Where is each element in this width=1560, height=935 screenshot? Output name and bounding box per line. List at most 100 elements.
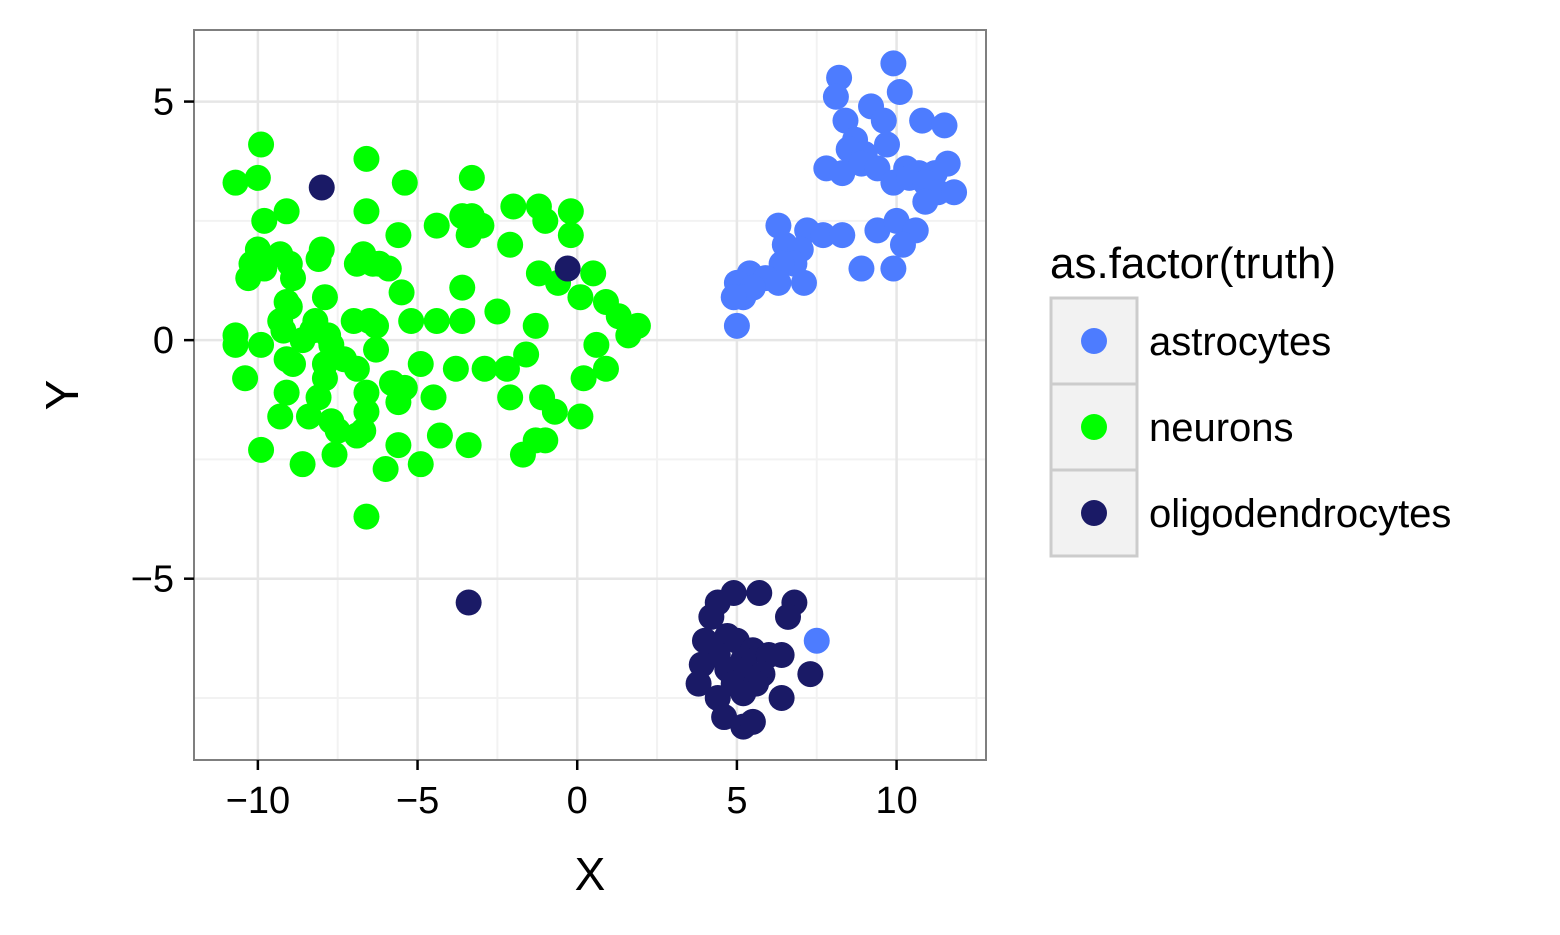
data-point-neurons bbox=[235, 265, 262, 292]
data-point-neurons bbox=[497, 384, 524, 411]
data-point-astrocytes bbox=[886, 79, 913, 106]
x-tick-label: −10 bbox=[226, 780, 290, 822]
data-point-neurons bbox=[497, 231, 524, 258]
x-tick-label: 10 bbox=[875, 780, 917, 822]
data-point-neurons bbox=[366, 250, 393, 277]
data-point-neurons bbox=[273, 198, 300, 225]
data-point-neurons bbox=[232, 365, 259, 392]
data-point-neurons bbox=[372, 455, 399, 482]
data-point-neurons bbox=[353, 398, 380, 425]
data-point-oligodendrocytes bbox=[685, 670, 712, 697]
data-point-astrocytes bbox=[829, 160, 856, 187]
data-point-neurons bbox=[567, 284, 594, 311]
data-point-astrocytes bbox=[889, 231, 916, 258]
y-tick-label: 5 bbox=[153, 82, 174, 124]
data-point-neurons bbox=[280, 265, 306, 292]
data-point-oligodendrocytes bbox=[768, 642, 795, 669]
data-point-astrocytes bbox=[880, 50, 907, 77]
data-point-neurons bbox=[222, 169, 249, 196]
data-point-neurons bbox=[273, 379, 300, 406]
data-point-astrocytes bbox=[848, 255, 875, 282]
data-point-neurons bbox=[426, 422, 453, 449]
data-point-neurons bbox=[407, 350, 434, 377]
data-point-neurons bbox=[500, 193, 527, 220]
data-point-neurons bbox=[244, 164, 271, 191]
data-point-neurons bbox=[289, 451, 316, 478]
data-point-astrocytes bbox=[826, 64, 853, 91]
data-point-oligodendrocytes bbox=[554, 255, 581, 282]
data-point-astrocytes bbox=[864, 217, 891, 244]
x-tick-label: −5 bbox=[396, 780, 439, 822]
data-point-astrocytes bbox=[765, 269, 792, 296]
data-point-oligodendrocytes bbox=[746, 580, 773, 607]
data-point-neurons bbox=[385, 222, 412, 249]
plot-border bbox=[193, 29, 987, 761]
data-point-neurons bbox=[385, 389, 412, 416]
data-point-neurons bbox=[615, 322, 642, 349]
data-point-neurons bbox=[343, 355, 370, 382]
data-point-neurons bbox=[522, 427, 549, 454]
x-axis-title: X bbox=[575, 848, 606, 900]
data-point-astrocytes bbox=[723, 312, 750, 339]
data-point-neurons bbox=[398, 308, 425, 335]
data-point-astrocytes bbox=[810, 222, 837, 249]
data-point-neurons bbox=[471, 355, 498, 382]
x-tick-label: 0 bbox=[567, 780, 588, 822]
data-point-neurons bbox=[353, 379, 380, 406]
data-point-neurons bbox=[513, 341, 540, 368]
data-point-neurons bbox=[449, 308, 476, 335]
data-point-neurons bbox=[270, 317, 297, 344]
data-point-neurons bbox=[353, 198, 380, 225]
legend-label-astrocytes: astrocytes bbox=[1149, 320, 1331, 364]
data-point-neurons bbox=[570, 365, 597, 392]
data-point-neurons bbox=[420, 384, 447, 411]
y-tick-label: −5 bbox=[131, 559, 174, 601]
data-point-astrocytes bbox=[909, 107, 936, 134]
data-point-astrocytes bbox=[934, 150, 961, 177]
data-point-neurons bbox=[541, 398, 568, 425]
data-point-neurons bbox=[557, 222, 584, 249]
data-point-astrocytes bbox=[931, 112, 958, 139]
legend: as.factor(truth) astrocytes neurons oligod… bbox=[1049, 239, 1451, 558]
data-point-astrocytes bbox=[829, 222, 856, 249]
data-point-neurons bbox=[423, 308, 450, 335]
data-point-astrocytes bbox=[880, 255, 907, 282]
data-point-astrocytes bbox=[941, 179, 968, 206]
data-point-astrocytes bbox=[790, 269, 817, 296]
data-point-neurons bbox=[484, 298, 511, 325]
data-point-neurons bbox=[525, 260, 552, 287]
data-point-neurons bbox=[567, 403, 594, 430]
data-point-astrocytes bbox=[912, 188, 939, 215]
data-point-neurons bbox=[299, 317, 326, 344]
data-point-neurons bbox=[267, 403, 294, 430]
x-axis: −10 −5 0 5 10 bbox=[226, 760, 918, 822]
legend-label-oligodendrocytes: oligodendrocytes bbox=[1149, 492, 1451, 536]
data-point-oligodendrocytes bbox=[775, 603, 801, 630]
data-point-neurons bbox=[455, 222, 482, 249]
data-point-neurons bbox=[353, 145, 380, 172]
data-point-neurons bbox=[522, 312, 549, 339]
data-point-oligodendrocytes bbox=[455, 589, 482, 616]
data-point-neurons bbox=[592, 355, 619, 382]
data-point-oligodendrocytes bbox=[739, 708, 766, 735]
y-axis-title: Y bbox=[36, 380, 88, 411]
legend-swatch-astrocytes bbox=[1081, 328, 1107, 354]
legend-swatch-neurons bbox=[1081, 414, 1107, 440]
data-point-oligodendrocytes bbox=[768, 684, 795, 711]
data-point-neurons bbox=[222, 331, 249, 358]
data-point-neurons bbox=[295, 403, 322, 430]
data-point-neurons bbox=[251, 207, 278, 234]
data-point-neurons bbox=[449, 274, 476, 301]
legend-title: as.factor(truth) bbox=[1050, 239, 1336, 288]
data-point-neurons bbox=[557, 198, 584, 225]
data-point-astrocytes bbox=[822, 83, 849, 110]
y-axis: −5 0 5 bbox=[131, 82, 194, 601]
data-point-neurons bbox=[391, 169, 418, 196]
data-point-neurons bbox=[583, 331, 610, 358]
data-point-astrocytes bbox=[720, 284, 747, 311]
data-point-neurons bbox=[442, 355, 469, 382]
data-point-oligodendrocytes bbox=[698, 603, 725, 630]
data-point-neurons bbox=[363, 336, 390, 363]
data-point-oligodendrocytes bbox=[308, 174, 335, 201]
